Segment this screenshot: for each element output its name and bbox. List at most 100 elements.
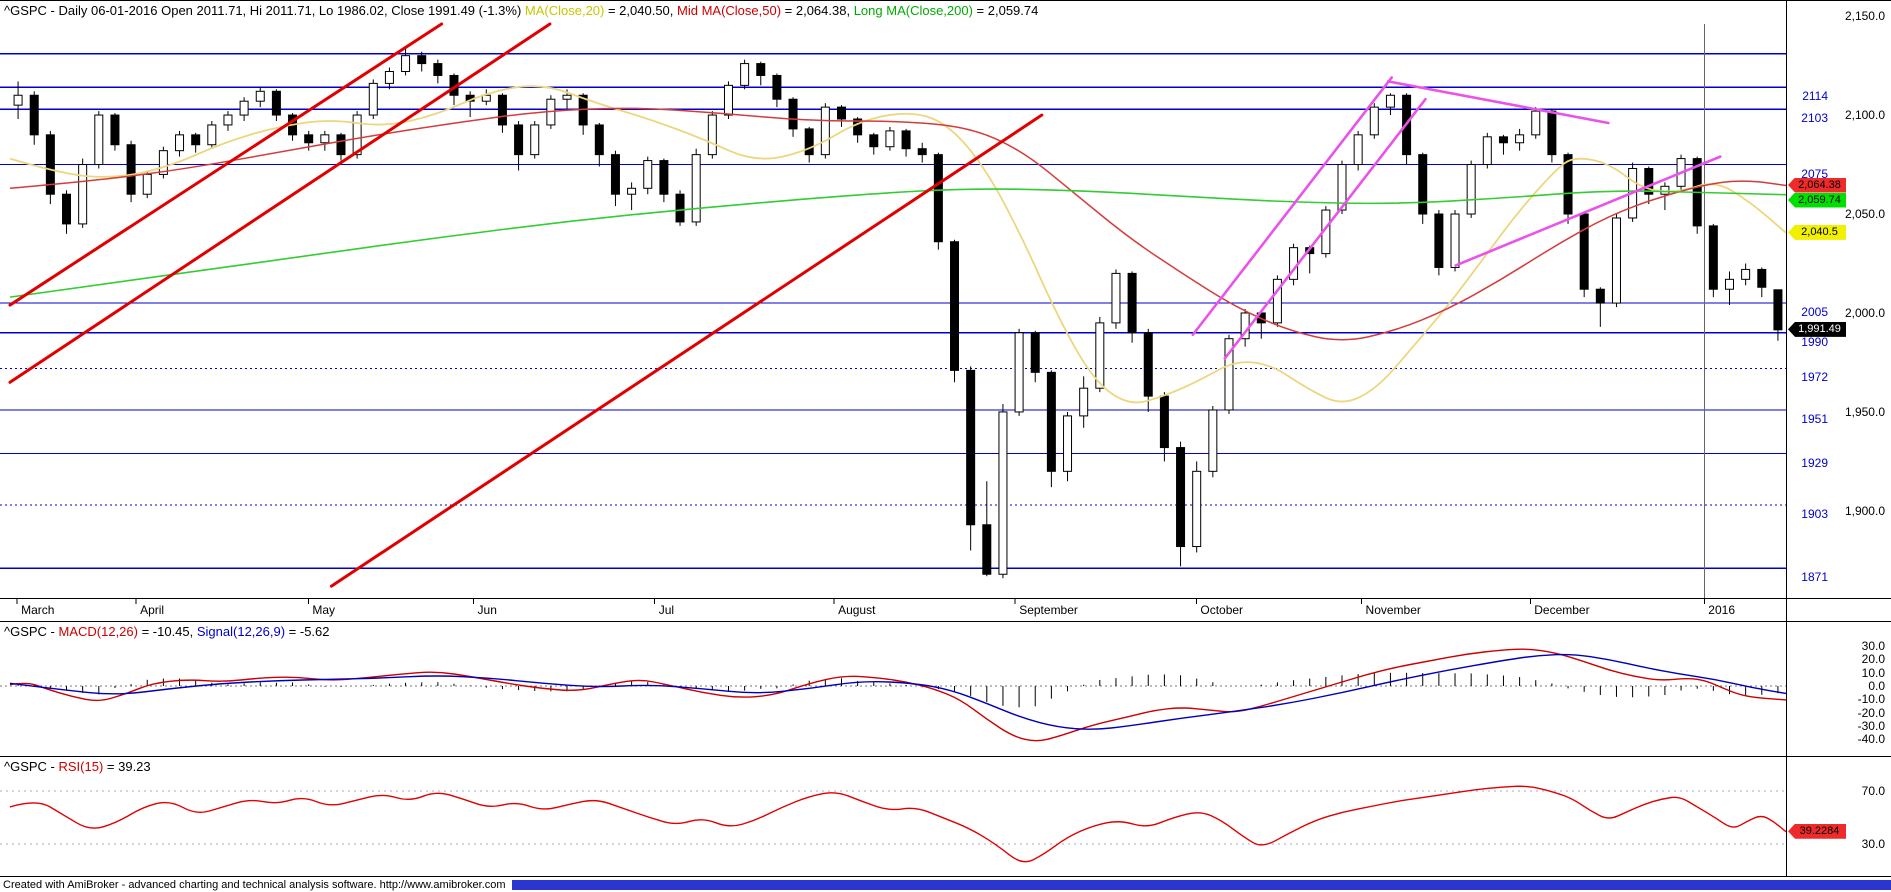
candle-body: [1143, 332, 1153, 397]
candle-body: [514, 124, 524, 156]
rsi-axis-label: 30.0: [1861, 837, 1885, 851]
macd-axis-label: 20.0: [1861, 652, 1885, 667]
level-label: 1903: [1801, 506, 1828, 521]
candle-body: [772, 74, 782, 100]
candle-body: [1644, 167, 1654, 195]
price-title-segment: = 2,059.74: [972, 3, 1039, 18]
moving-average-line: [9, 107, 1787, 341]
trend-line: [1454, 155, 1722, 267]
price-axis-label: 2,050.0: [1844, 207, 1885, 221]
candle-body: [740, 63, 750, 86]
price-axis-label: 2,150.0: [1844, 9, 1885, 24]
candle-body: [1450, 213, 1460, 268]
candle-body: [207, 124, 217, 146]
candle-body: [1176, 447, 1186, 548]
candle-body: [675, 193, 685, 223]
rsi-title-segment: RSI(15): [58, 759, 104, 774]
candle-body: [1337, 164, 1347, 211]
candle-body: [1095, 322, 1105, 389]
price-title-segment: MA(Close,20): [524, 3, 605, 18]
candle-body: [1482, 136, 1492, 166]
level-label: 1951: [1801, 411, 1828, 426]
candle-body: [1014, 332, 1024, 413]
candle-body: [1192, 470, 1202, 548]
candle-body: [175, 134, 185, 152]
price-title-segment: = 2,040.50,: [604, 3, 678, 18]
candle-body: [691, 154, 701, 223]
candle-body: [481, 94, 491, 102]
candle-body: [497, 94, 507, 126]
trend-line: [1223, 97, 1427, 360]
signal-line: [9, 653, 1787, 730]
rsi-line: [9, 785, 1787, 863]
candle-body: [29, 94, 39, 136]
macd-axis-label: 10.0: [1861, 665, 1885, 680]
candle-body: [1547, 110, 1557, 156]
candle-body: [869, 134, 879, 148]
price-badge: 2,064.38: [1788, 177, 1846, 193]
candle-body: [1385, 94, 1395, 108]
candle-body: [158, 150, 168, 175]
candle-body: [1224, 338, 1234, 411]
candle-body: [917, 148, 927, 156]
candle-body: [1660, 185, 1670, 195]
time-axis-label: March: [21, 603, 55, 617]
candle-body: [1611, 217, 1621, 304]
candle-body: [320, 134, 330, 144]
macd-panel-title: ^GSPC - MACD(12,26) = -10.45, Signal(12,…: [4, 624, 330, 639]
candle-body: [1498, 136, 1508, 144]
candle-body: [1708, 225, 1718, 290]
candle-body: [1579, 213, 1589, 290]
candle-body: [1563, 154, 1573, 215]
candle-body: [1515, 134, 1525, 144]
candle-body: [1773, 289, 1783, 331]
price-badge: 2,040.5: [1788, 224, 1846, 240]
candle-body: [1466, 164, 1476, 215]
candle-body: [1208, 409, 1218, 472]
candle-body: [804, 128, 814, 156]
macd-line: [9, 648, 1787, 742]
time-axis-label: December: [1534, 603, 1590, 617]
level-label: 1871: [1801, 570, 1828, 585]
time-axis-label: Jul: [658, 603, 675, 617]
candle-body: [1079, 387, 1089, 417]
trend-line: [8, 22, 552, 384]
price-badge: 1,991.49: [1788, 321, 1846, 337]
candle-body: [1111, 272, 1121, 324]
macd-axis-label: -20.0: [1857, 705, 1885, 720]
macd-title-segment: MACD(12,26): [58, 624, 138, 639]
candle-body: [820, 106, 830, 156]
trend-line: [329, 113, 1044, 588]
price-title-segment: ^GSPC - Daily 06-01-2016 Open 2011.71, H…: [4, 3, 525, 18]
candle-body: [998, 411, 1008, 575]
time-axis-label: April: [140, 603, 165, 617]
price-title-segment: Long MA(Close,200): [853, 3, 973, 18]
candle-body: [62, 193, 72, 225]
candle-body: [45, 134, 55, 195]
price-axis-label: 2,100.0: [1844, 108, 1885, 123]
candle-body: [1063, 415, 1073, 472]
candle-body: [239, 100, 249, 116]
candle-body: [1369, 106, 1379, 136]
level-label: 1972: [1801, 370, 1828, 385]
level-label: 2114: [1802, 89, 1828, 104]
moving-average-line: [9, 188, 1787, 298]
macd-axis-label: 0.0: [1868, 679, 1885, 693]
candle-body: [433, 63, 443, 76]
candle-body: [788, 98, 798, 130]
rsi-title-segment: ^GSPC -: [4, 759, 59, 774]
level-label: 2005: [1801, 305, 1828, 320]
candle-body: [352, 114, 362, 156]
macd-title-segment: Signal(12,26,9): [196, 624, 286, 639]
level-label: 2075: [1801, 166, 1828, 181]
candle-body: [1595, 288, 1605, 304]
candle-body: [659, 160, 669, 195]
time-axis-label: 2016: [1708, 603, 1735, 617]
time-axis-label: Jun: [477, 603, 497, 617]
candle-body: [610, 154, 620, 195]
horizontal-scrollbar[interactable]: [512, 880, 1891, 890]
candle-body: [1434, 213, 1444, 268]
trend-line: [1386, 80, 1610, 125]
macd-axis-label: -10.0: [1857, 692, 1885, 707]
